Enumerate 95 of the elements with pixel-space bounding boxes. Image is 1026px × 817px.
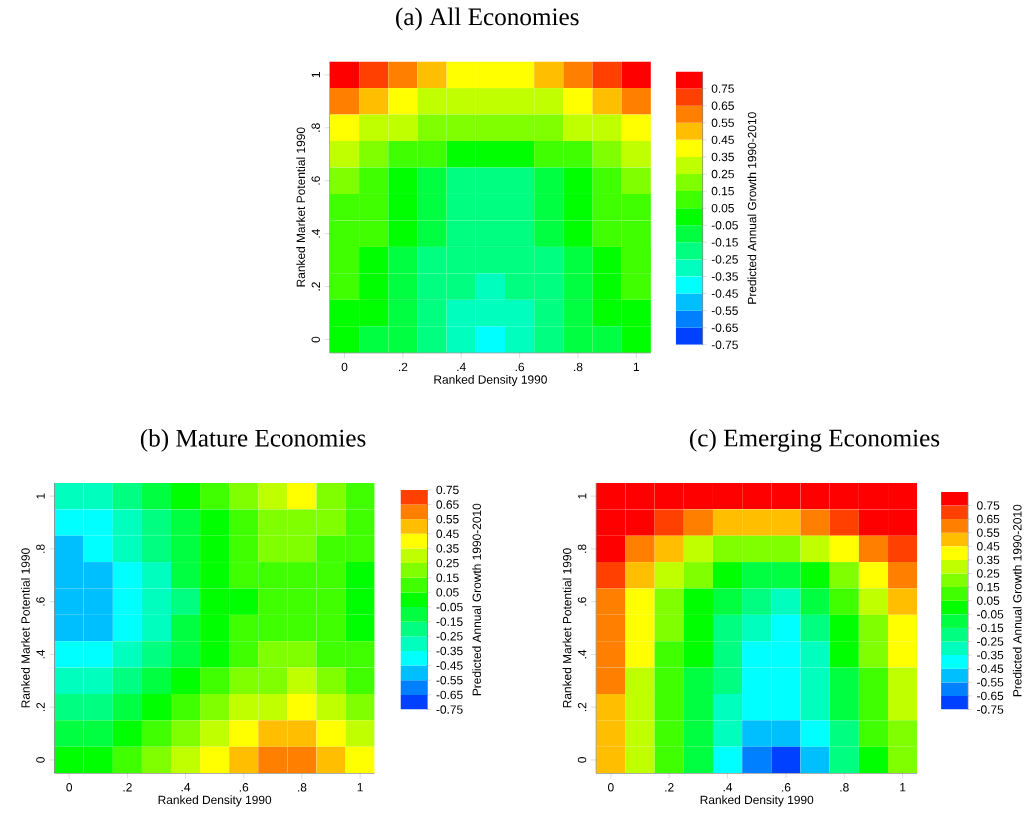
x-tick-label: 0 [607, 783, 614, 792]
x-tick-label: .2 [398, 362, 408, 372]
x-tick-label: .8 [840, 783, 849, 792]
y-tick-label: .6 [36, 597, 45, 606]
color-bar-label: 0.65 [711, 101, 734, 111]
x-axis-title: Ranked Density 1990 [700, 795, 814, 807]
y-tick-label: .2 [577, 702, 587, 712]
color-bar-label: 0.65 [977, 514, 1000, 524]
color-bar-label: -0.75 [436, 705, 463, 714]
y-tick-label: .4 [311, 229, 320, 238]
y-tick-label: 1 [578, 493, 587, 499]
x-tick-label: .4 [457, 362, 466, 372]
color-bar-label: 0.75 [977, 501, 1000, 510]
color-bar-label: 0.15 [711, 186, 734, 196]
x-tick-label: .2 [665, 783, 674, 792]
x-tick-label: .2 [123, 783, 132, 792]
chart-title: (b) Mature Economies [140, 429, 366, 452]
color-bar-label: 0.05 [977, 596, 1000, 606]
y-axis-title: Ranked Market Potential 1990 [562, 548, 572, 708]
y-tick-label: 1 [36, 493, 45, 499]
color-bar-label: -0.55 [977, 678, 1004, 687]
y-tick-label: .2 [36, 702, 45, 712]
color-bar-label: 0.25 [977, 569, 1000, 578]
color-bar-label: -0.45 [711, 289, 738, 298]
color-bar-label: 0.35 [711, 152, 734, 162]
y-tick-label: .4 [578, 649, 587, 659]
y-tick-label: 1 [311, 72, 320, 78]
x-tick-label: .6 [515, 362, 525, 372]
color-bar-label: 0.55 [977, 528, 1000, 537]
y-tick-label: 0 [311, 336, 320, 343]
y-tick-label: .6 [311, 176, 320, 185]
color-bar-label: -0.15 [711, 238, 738, 247]
color-bar-label: 0.35 [436, 544, 459, 553]
color-bar-label: -0.35 [977, 650, 1004, 660]
color-bar-label: -0.25 [711, 255, 738, 264]
color-bar-label: -0.65 [436, 690, 463, 700]
x-axis-title: Ranked Density 1990 [434, 375, 547, 387]
color-bar-label: -0.05 [711, 221, 738, 230]
color-bar-label: 0.05 [436, 588, 459, 597]
color-bar-label: -0.55 [436, 676, 463, 685]
y-tick-label: 0 [36, 757, 45, 763]
y-tick-label: .6 [577, 597, 587, 606]
y-axis-title: Ranked Market Potential 1990 [296, 127, 306, 287]
chart-title: (c) Emerging Economies [690, 428, 940, 452]
y-axis-title: Ranked Market Potential 1990 [21, 548, 30, 708]
color-bar-label: 0.25 [711, 169, 734, 179]
color-bar-label: 0.75 [711, 84, 734, 93]
y-tick-label: .8 [577, 544, 587, 553]
color-bar-label: 0.45 [711, 135, 734, 145]
color-bar-title: Predicted Annual Growth 1990-2010 [1012, 504, 1022, 697]
x-tick-label: .4 [723, 783, 733, 792]
x-tick-label: .8 [298, 783, 307, 792]
x-tick-label: 1 [633, 362, 640, 372]
x-tick-label: 0 [341, 362, 348, 372]
color-bar-label: 0.45 [436, 529, 459, 539]
color-bar-title: Predicted Annual Growth 1990-2010 [747, 112, 757, 304]
color-bar-label: 0.15 [436, 573, 459, 583]
x-tick-label: 1 [357, 783, 363, 792]
color-bar-label: 0.75 [436, 485, 459, 495]
color-bar-label: 0.55 [436, 515, 459, 524]
color-bar-label: -0.45 [977, 664, 1004, 674]
color-bar-label: 0.25 [436, 558, 459, 568]
color-bar-label: -0.25 [436, 632, 463, 641]
color-bar-title: Predicted Annual Growth 1990-2010 [472, 503, 482, 696]
color-bar-label: -0.45 [436, 661, 463, 670]
x-tick-label: .6 [239, 783, 249, 792]
color-bar-label: 0.55 [711, 118, 734, 128]
color-bar-label: 0.05 [711, 204, 734, 213]
x-tick-label: .4 [181, 783, 191, 792]
x-tick-label: 1 [900, 783, 906, 792]
color-bar-label: -0.15 [977, 623, 1004, 633]
color-bar-label: 0.45 [977, 542, 1000, 551]
color-bar-label: -0.35 [436, 646, 463, 656]
color-bar-label: -0.25 [977, 637, 1004, 646]
y-tick-label: .8 [36, 544, 45, 553]
x-tick-label: 0 [66, 783, 73, 792]
color-bar-label: -0.65 [711, 323, 738, 333]
color-bar-label: -0.55 [711, 306, 738, 315]
x-tick-label: .6 [782, 783, 791, 792]
color-bar-label: 0.65 [436, 500, 459, 509]
y-tick-label: .2 [311, 282, 320, 291]
y-tick-label: 0 [577, 757, 587, 763]
color-bar-label: -0.15 [436, 617, 463, 626]
color-bar-label: -0.65 [977, 691, 1004, 701]
chart-title: (a) All Economies [396, 7, 579, 31]
y-tick-label: .4 [36, 649, 45, 659]
color-bar-label: 0.15 [977, 582, 1000, 592]
color-bar-label: -0.05 [977, 610, 1004, 619]
color-bar-label: -0.75 [977, 705, 1004, 714]
color-bar-label: -0.35 [711, 272, 738, 281]
y-tick-label: .8 [311, 123, 320, 132]
color-bar-label: 0.35 [977, 555, 1000, 565]
color-bar-label: -0.05 [436, 602, 463, 612]
color-bar-label: -0.75 [711, 340, 738, 350]
x-axis-title: Ranked Density 1990 [158, 795, 272, 807]
